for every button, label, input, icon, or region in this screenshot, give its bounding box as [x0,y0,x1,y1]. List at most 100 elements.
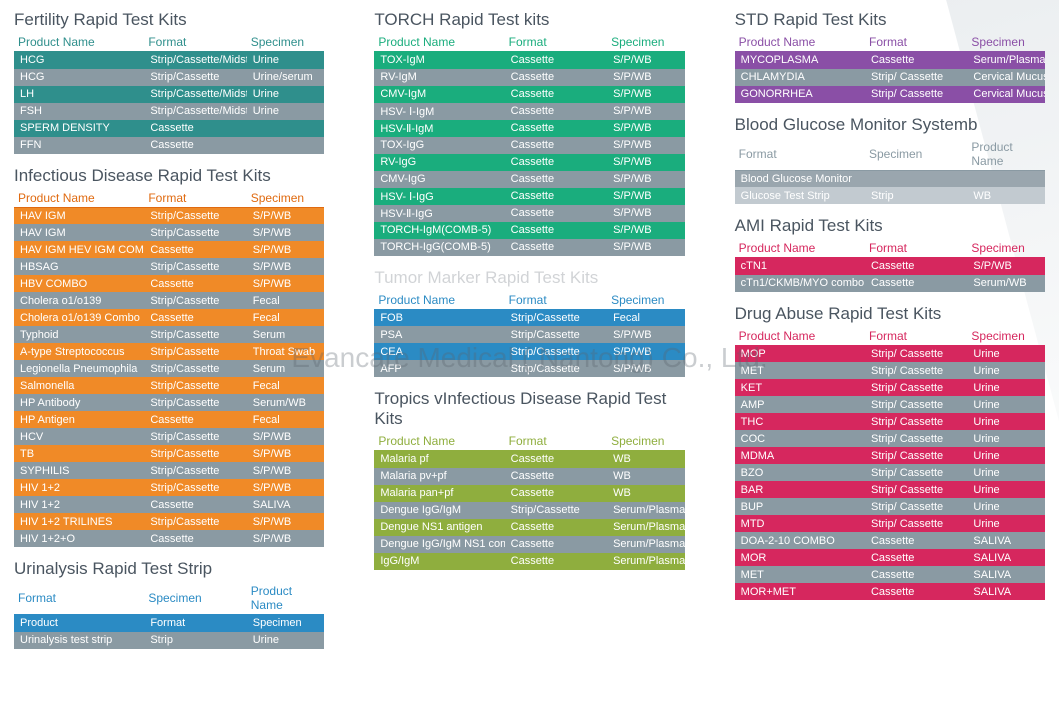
table-cell: Strip/Cassette [144,513,246,530]
table-cell: BUP [735,498,865,515]
table-cell: Urine [247,632,325,649]
table-cell: Cassette [505,120,607,137]
table-cell: S/P/WB [967,258,1045,275]
table-row: Malaria pfCassetteWB [374,451,684,468]
column-header: Product Name [374,432,504,451]
table-cell: Strip/Cassette [505,343,607,360]
table-cell: HSV- Ⅰ-IgG [374,188,504,205]
column-header: Specimen [967,239,1045,258]
table-cell: Blood Glucose Monitor [735,170,865,187]
table-cell: S/P/WB [607,222,685,239]
table-cell: SALIVA [967,583,1045,600]
table-cell: Cassette [865,583,967,600]
table-row: Blood Glucose Monitor [735,170,1045,187]
table-cell: Strip/ Cassette [865,430,967,447]
table-cell: Specimen [247,615,325,632]
column-header: Format [505,291,607,310]
table-cell: KET [735,379,865,396]
column-header: Format [865,239,967,258]
table-cell: Urine [967,430,1045,447]
table-cell: Cassette [505,451,607,468]
table-cell: Cassette [505,519,607,536]
table-cell: Cassette [144,309,246,326]
table-cell: HIV 1+2 TRILINES [14,513,144,530]
table-cell: S/P/WB [247,445,325,462]
table-row: SYPHILISStrip/CassetteS/P/WB [14,462,324,479]
table-cell: Strip/Cassette [144,428,246,445]
table-cell: SALIVA [967,566,1045,583]
table-row: Cholera o1/o139Strip/CassetteFecal [14,292,324,309]
column-header: Format [865,327,967,346]
section-title: Drug Abuse Rapid Test Kits [735,304,1045,324]
product-table: Product NameFormatSpecimenHAV IGMStrip/C… [14,189,324,548]
table-cell: TOX-IgM [374,52,504,69]
table-cell: BZO [735,464,865,481]
table-cell: HSV-Ⅱ-IgM [374,120,504,137]
column-header: Format [865,33,967,52]
table-cell [247,120,325,137]
table-cell: S/P/WB [247,224,325,241]
table-cell: S/P/WB [607,343,685,360]
table-cell: IgG/IgM [374,553,504,570]
table-row: Cholera o1/o139 ComboCassetteFecal [14,309,324,326]
product-table: FormatSpecimenProduct NameBlood Glucose … [735,138,1045,205]
section-title: Blood Glucose Monitor Systemb [735,115,1045,135]
table-row: Urinalysis test stripStripUrine [14,632,324,649]
table-row: BZOStrip/ CassetteUrine [735,464,1045,481]
table-cell [865,170,967,187]
table-cell: Cassette [505,222,607,239]
column-header: Product Name [14,189,144,208]
table-cell: Cassette [144,137,246,154]
table-row: METStrip/ CassetteUrine [735,362,1045,379]
column-header: Specimen [607,33,685,52]
table-cell: Cassette [865,52,967,69]
product-table: Product NameFormatSpecimenMOPStrip/ Cass… [735,327,1045,601]
table-row: MORCassetteSALIVA [735,549,1045,566]
table-cell: Cassette [865,275,967,292]
table-cell: S/P/WB [247,513,325,530]
table-cell: MOP [735,345,865,362]
table-cell: Urine [967,396,1045,413]
section: Urinalysis Rapid Test StripFormatSpecime… [14,559,324,649]
table-cell: Dengue IgG/IgM [374,502,504,519]
table-row: AFPStrip/CassetteS/P/WB [374,360,684,377]
table-cell: cTN1 [735,258,865,275]
product-table: Product NameFormatSpecimenTOX-IgMCassett… [374,33,684,256]
table-cell: S/P/WB [607,239,685,256]
table-cell: Urine [967,498,1045,515]
table-cell: Legionella Pneumophila [14,360,144,377]
column-header: Specimen [144,582,246,615]
table-cell: Urine [967,413,1045,430]
table-cell: Serum [247,326,325,343]
table-cell: Strip/Cassette/Midstream [144,52,246,69]
table-row: SPERM DENSITYCassette [14,120,324,137]
table-row: IgG/IgMCassetteSerum/Plasma [374,553,684,570]
table-cell: Strip/Cassette [144,326,246,343]
column-header: Specimen [967,33,1045,52]
table-cell: Strip/Cassette [505,502,607,519]
layout-columns: Fertility Rapid Test KitsProduct NameFor… [14,10,1045,661]
section: Fertility Rapid Test KitsProduct NameFor… [14,10,324,154]
table-cell: Fecal [247,411,325,428]
table-row: BUPStrip/ CassetteUrine [735,498,1045,515]
table-row: HIV 1+2+OCassetteS/P/WB [14,530,324,547]
table-cell: Strip/Cassette [144,445,246,462]
column-header: Specimen [607,291,685,310]
table-cell: CEA [374,343,504,360]
table-cell: Strip/ Cassette [865,86,967,103]
table-cell: S/P/WB [607,103,685,120]
table-cell: Strip/Cassette [505,360,607,377]
table-cell: WB [967,187,1045,204]
table-cell: S/P/WB [607,188,685,205]
table-cell: PSA [374,326,504,343]
section: Tropics vInfectious Disease Rapid Test K… [374,389,684,570]
table-cell: Malaria pan+pf [374,485,504,502]
table-row: HBV COMBOCassetteS/P/WB [14,275,324,292]
section: Drug Abuse Rapid Test Kits Product NameFo… [735,304,1045,601]
table-row: HSV- Ⅰ-IgGCassetteS/P/WB [374,188,684,205]
table-cell: LH [14,86,144,103]
section-title: TORCH Rapid Test kits [374,10,684,30]
column-header: Product Name [735,327,865,346]
table-cell: Urine [247,86,325,103]
table-cell: AFP [374,360,504,377]
